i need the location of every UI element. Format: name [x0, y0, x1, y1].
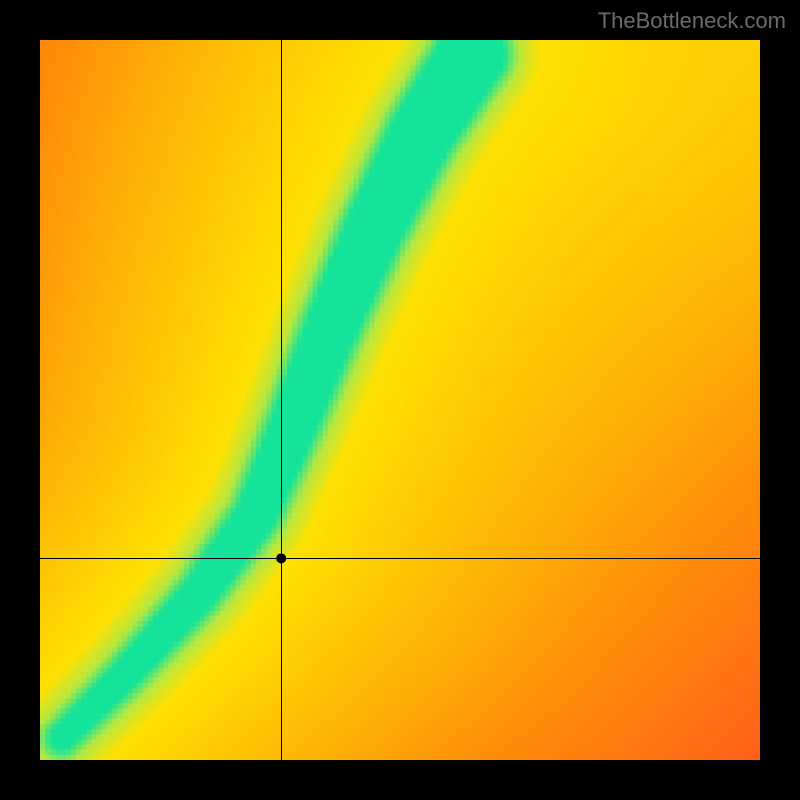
watermark-text: TheBottleneck.com	[598, 8, 786, 34]
crosshair-overlay	[40, 40, 760, 760]
heatmap-plot	[40, 40, 760, 760]
chart-container: TheBottleneck.com	[0, 0, 800, 800]
